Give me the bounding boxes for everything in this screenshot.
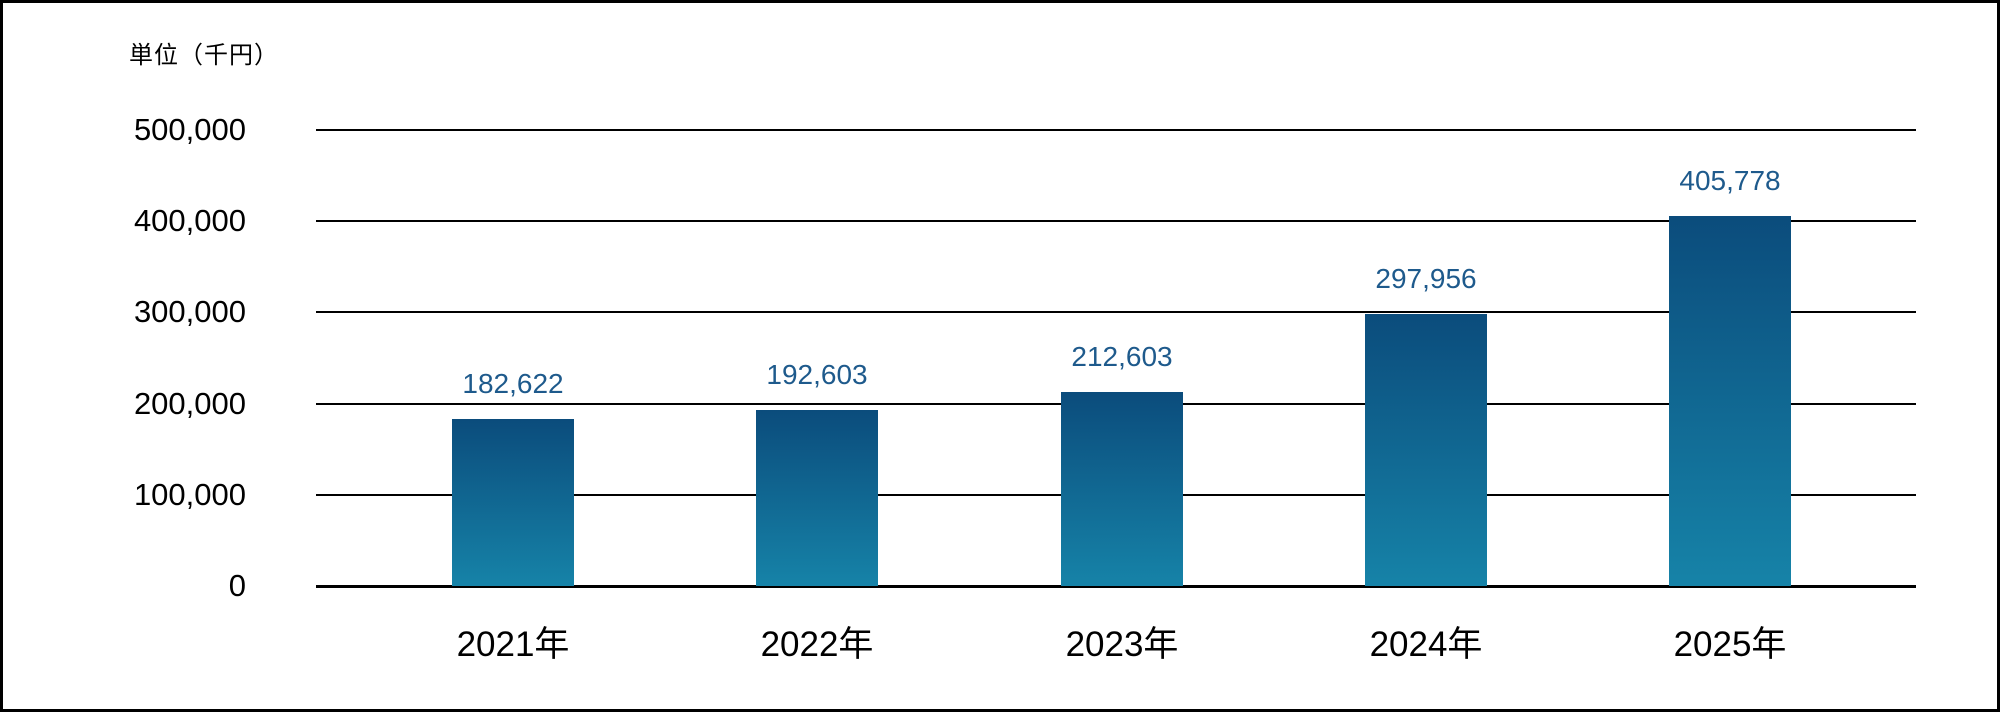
bar-2022年 xyxy=(756,410,878,586)
bar-2023年 xyxy=(1061,392,1183,586)
y-tick-label: 100,000 xyxy=(133,477,246,512)
x-tick-label: 2022年 xyxy=(760,625,874,664)
x-tick-label: 2021年 xyxy=(456,625,570,664)
unit-label: 単位（千円） xyxy=(129,42,279,69)
data-label: 182,622 xyxy=(462,368,564,399)
x-tick-label: 2024年 xyxy=(1369,625,1483,664)
gridline xyxy=(316,220,1916,222)
data-label: 405,778 xyxy=(1679,165,1781,196)
x-axis-line xyxy=(316,585,1916,588)
bar-2021年 xyxy=(452,419,574,586)
data-label: 297,956 xyxy=(1375,263,1477,294)
data-label: 192,603 xyxy=(766,359,868,390)
y-tick-label: 400,000 xyxy=(133,203,246,238)
y-tick-label: 0 xyxy=(228,568,246,603)
x-tick-label: 2025年 xyxy=(1673,625,1787,664)
bar-2024年 xyxy=(1365,314,1487,586)
y-tick-label: 500,000 xyxy=(133,112,246,147)
y-tick-label: 300,000 xyxy=(133,294,246,329)
x-tick-label: 2023年 xyxy=(1065,625,1179,664)
gridline xyxy=(316,129,1916,131)
y-tick-label: 200,000 xyxy=(133,386,246,421)
gridline xyxy=(316,311,1916,313)
bar-2025年 xyxy=(1669,216,1791,586)
data-label: 212,603 xyxy=(1071,341,1173,372)
